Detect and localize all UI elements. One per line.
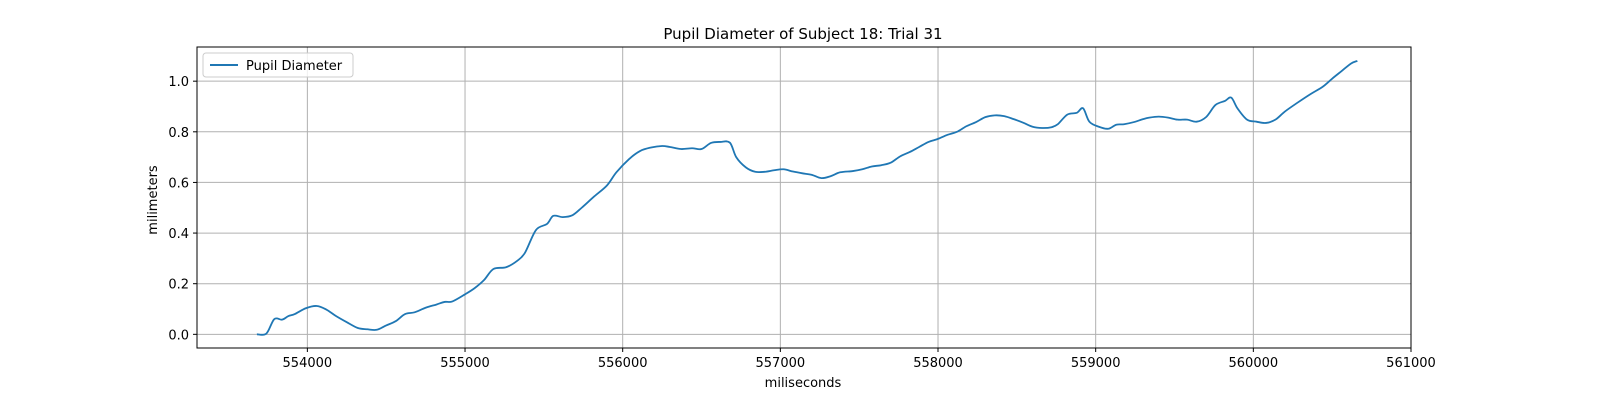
y-axis-label: milimeters — [146, 165, 161, 235]
legend-box — [202, 52, 354, 78]
y-tick-label: 1.0 — [168, 75, 189, 90]
x-tick-label: 559000 — [1071, 356, 1121, 371]
chart-title: Pupil Diameter of Subject 18: Trial 31 — [663, 25, 942, 43]
y-tick-label: 0.6 — [168, 176, 189, 191]
plot-frame — [196, 46, 1412, 349]
x-tick-label: 557000 — [756, 356, 806, 371]
x-tick-label: 560000 — [1229, 356, 1279, 371]
y-tick-label: 0.2 — [168, 278, 189, 293]
x-tick-label: 558000 — [913, 356, 963, 371]
grid-lines — [197, 47, 1412, 348]
y-tick-label: 0.4 — [168, 227, 189, 242]
series-line-pupil-diameter — [256, 60, 1358, 336]
x-tick-label: 561000 — [1386, 356, 1436, 371]
legend: Pupil Diameter — [202, 52, 354, 78]
x-tick-label: 554000 — [283, 356, 333, 371]
x-tick-label: 556000 — [598, 356, 648, 371]
y-tick-label: 0.0 — [168, 328, 189, 343]
x-axis-label: miliseconds — [765, 376, 842, 391]
x-tick-label: 555000 — [440, 356, 490, 371]
y-tick-label: 0.8 — [168, 126, 189, 141]
axis-ticks: 554000 555000 556000 557000 558000 559000 5600… — [168, 75, 1436, 371]
series-layer — [256, 60, 1358, 336]
legend-label-pupil-diameter: Pupil Diameter — [246, 59, 343, 74]
